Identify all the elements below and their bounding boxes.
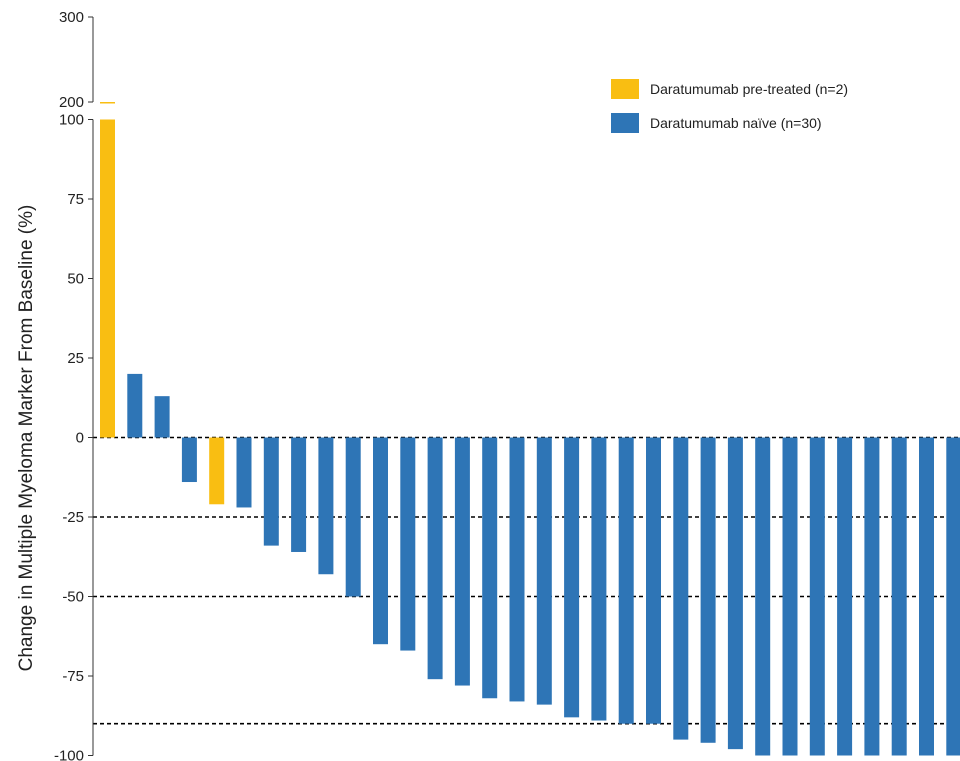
bar [837,437,853,756]
y-tick-label: 0 [76,430,84,447]
bar [864,437,880,756]
y-tick-label: 200 [59,94,84,111]
legend-label: Daratumumab pre-treated (n=2) [650,81,848,97]
bar [154,396,170,438]
bar [236,437,252,508]
y-tick-label: 300 [59,9,84,26]
bar [263,437,279,546]
bar [345,437,361,597]
bar [919,437,934,756]
legend-swatch [611,79,639,99]
bar [509,437,525,702]
bar [618,437,634,724]
y-tick-label: 50 [67,271,84,288]
bar [564,437,580,718]
bar [782,437,798,756]
bar [536,437,552,705]
y-tick-label: -50 [62,589,84,606]
y-tick-label: -100 [54,748,84,761]
bar [400,437,416,651]
y-axis-label: Change in Multiple Myeloma Marker From B… [16,205,37,672]
bar [755,437,771,756]
bar [482,437,498,699]
bar [891,437,907,756]
legend: Daratumumab pre-treated (n=2) Daratumumab… [611,79,848,133]
bar [809,437,825,756]
bar [181,437,197,483]
bar [454,437,470,686]
y-tick-label: 75 [67,191,84,208]
bar [700,437,716,743]
legend-swatch [611,113,639,133]
bar-upper-cap [100,102,115,104]
bar [427,437,443,680]
bar [727,437,743,750]
bar [646,437,661,724]
bars [100,102,960,756]
y-tick-label: 100 [59,112,84,129]
bar [946,437,960,756]
bar [209,437,225,505]
bar [291,437,307,552]
bar [673,437,689,740]
bar [100,119,115,438]
legend-label: Daratumumab naïve (n=30) [650,115,822,131]
y-tick-label: -25 [62,509,84,526]
y-tick-label: -75 [62,668,84,685]
bar [318,437,334,575]
y-tick-label: 25 [67,350,84,367]
bar [373,437,388,645]
bar [591,437,607,721]
bar [127,373,143,438]
